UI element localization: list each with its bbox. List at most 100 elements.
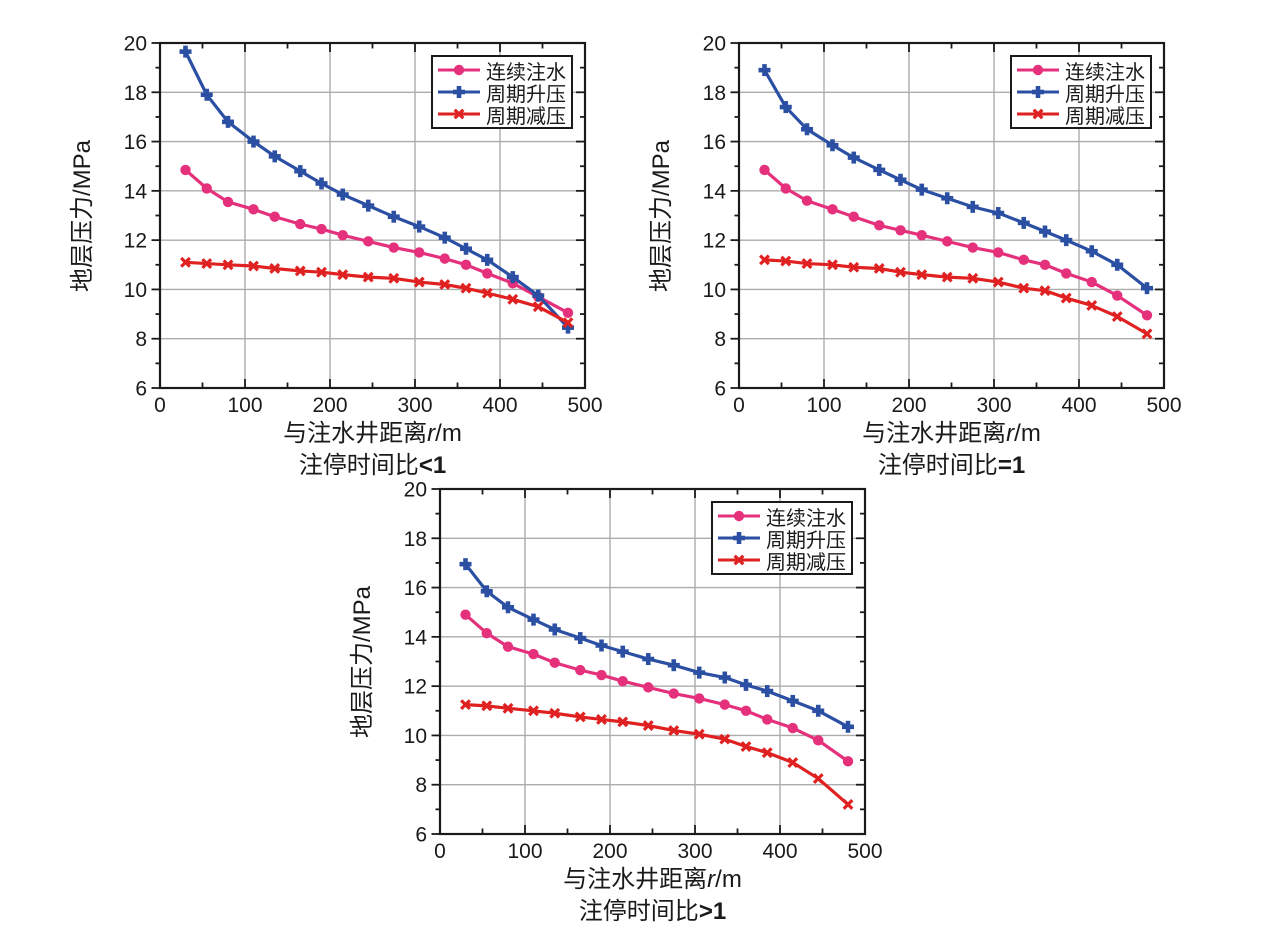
svg-text:20: 20 [124, 33, 147, 56]
legend-label: 周期减压 [766, 551, 846, 574]
svg-text:300: 300 [976, 394, 1011, 417]
y-axis-label: 地层压力/MPa [648, 140, 675, 293]
legend-line-circle-icon [1017, 64, 1059, 76]
legend-line-plus-icon [1017, 86, 1059, 98]
subtitle-text: 注停时间比 [298, 452, 419, 479]
chart-subtitle: 注停时间比=1 [739, 445, 1164, 480]
svg-text:10: 10 [404, 725, 427, 748]
svg-text:0: 0 [733, 394, 745, 417]
legend-item: 周期减压 [716, 549, 848, 574]
x-axis-label-variable: r [707, 866, 716, 893]
x-axis-label-variable: r [1006, 420, 1015, 447]
svg-text:18: 18 [124, 82, 147, 105]
chart-ratio-lt1: 0 100 200 300 400 500 6 8 10 12 14 16 18 20 地层压力/MPa … [60, 18, 630, 490]
svg-text:500: 500 [847, 840, 882, 863]
svg-text:0: 0 [154, 394, 166, 417]
legend-line-plus-icon [718, 532, 760, 544]
x-axis-label: 与注水井距离r/m [440, 859, 865, 894]
legend: 连续注水 周期升压 周期减压 [1010, 55, 1152, 129]
legend-item: 周期升压 [716, 527, 848, 552]
svg-text:10: 10 [124, 279, 147, 302]
svg-text:400: 400 [482, 394, 517, 417]
legend-item: 周期升压 [1015, 81, 1147, 106]
legend-item: 连续注水 [716, 505, 848, 530]
svg-text:16: 16 [703, 131, 726, 154]
svg-text:8: 8 [415, 774, 427, 797]
svg-text:12: 12 [124, 230, 147, 253]
y-axis-label: 地层压力/MPa [69, 140, 96, 293]
x-axis-label-text: 与注水井距离 [563, 866, 708, 893]
svg-text:100: 100 [227, 394, 262, 417]
subtitle-text: 注停时间比 [877, 452, 998, 479]
legend-label: 周期减压 [1065, 105, 1145, 128]
legend: 连续注水 周期升压 周期减压 [711, 501, 853, 575]
plot-area: 0 100 200 300 400 500 6 8 10 12 14 16 18 20 [703, 33, 1182, 418]
svg-text:300: 300 [397, 394, 432, 417]
svg-text:200: 200 [592, 840, 627, 863]
legend-item: 周期减压 [1015, 103, 1147, 128]
svg-text:100: 100 [806, 394, 841, 417]
svg-text:18: 18 [404, 528, 427, 551]
svg-text:500: 500 [567, 394, 602, 417]
svg-text:8: 8 [135, 328, 147, 351]
x-axis-label-unit: /m [1014, 420, 1041, 447]
svg-text:400: 400 [762, 840, 797, 863]
x-axis-label: 与注水井距离r/m [739, 413, 1164, 448]
x-axis-label-text: 与注水井距离 [283, 420, 428, 447]
legend-line-x-icon [438, 108, 480, 120]
svg-text:500: 500 [1146, 394, 1181, 417]
subtitle-value: =1 [997, 452, 1026, 479]
subtitle-value: <1 [418, 452, 447, 479]
svg-text:200: 200 [312, 394, 347, 417]
legend-line-x-icon [1017, 108, 1059, 120]
svg-text:14: 14 [404, 626, 428, 649]
legend-label: 周期减压 [486, 105, 566, 128]
plot-area: 0 100 200 300 400 500 6 8 10 12 14 16 18 20 [404, 479, 883, 864]
svg-text:300: 300 [677, 840, 712, 863]
svg-text:20: 20 [404, 479, 427, 502]
svg-text:6: 6 [415, 824, 427, 847]
svg-text:14: 14 [124, 180, 148, 203]
x-axis-label-unit: /m [715, 866, 742, 893]
legend-item: 周期减压 [436, 103, 568, 128]
plot-area: 0 100 200 300 400 500 6 8 10 12 14 16 18 20 [124, 33, 603, 418]
svg-text:16: 16 [124, 131, 147, 154]
legend-line-x-icon [718, 554, 760, 566]
chart-ratio-gt1: 0 100 200 300 400 500 6 8 10 12 14 16 18 20 地层压力/MPa … [340, 464, 910, 936]
legend: 连续注水 周期升压 周期减压 [431, 55, 573, 129]
legend-item: 连续注水 [1015, 59, 1147, 84]
chart-ratio-eq1: 0 100 200 300 400 500 6 8 10 12 14 16 18 20 地层压力/MPa … [639, 18, 1209, 490]
legend-label: 连续注水 [486, 61, 566, 84]
svg-text:400: 400 [1061, 394, 1096, 417]
legend-label: 连续注水 [1065, 61, 1145, 84]
svg-text:12: 12 [703, 230, 726, 253]
svg-text:14: 14 [703, 180, 727, 203]
x-axis-label-text: 与注水井距离 [862, 420, 1007, 447]
svg-text:6: 6 [135, 378, 147, 401]
legend-label: 连续注水 [766, 507, 846, 530]
svg-text:100: 100 [507, 840, 542, 863]
svg-text:12: 12 [404, 676, 427, 699]
x-axis-label-variable: r [427, 420, 436, 447]
svg-text:200: 200 [891, 394, 926, 417]
subtitle-text: 注停时间比 [578, 898, 699, 925]
svg-text:16: 16 [404, 577, 427, 600]
y-axis-label: 地层压力/MPa [349, 586, 376, 739]
x-axis-label-unit: /m [435, 420, 462, 447]
chart-subtitle: 注停时间比<1 [160, 445, 585, 480]
svg-text:8: 8 [714, 328, 726, 351]
legend-line-plus-icon [438, 86, 480, 98]
subtitle-value: >1 [698, 898, 727, 925]
legend-line-circle-icon [718, 510, 760, 522]
legend-label: 周期升压 [1065, 83, 1145, 106]
svg-text:18: 18 [703, 82, 726, 105]
legend-label: 周期升压 [486, 83, 566, 106]
legend-item: 周期升压 [436, 81, 568, 106]
chart-subtitle: 注停时间比>1 [440, 891, 865, 926]
legend-line-circle-icon [438, 64, 480, 76]
legend-item: 连续注水 [436, 59, 568, 84]
svg-text:20: 20 [703, 33, 726, 56]
svg-text:0: 0 [434, 840, 446, 863]
svg-text:10: 10 [703, 279, 726, 302]
